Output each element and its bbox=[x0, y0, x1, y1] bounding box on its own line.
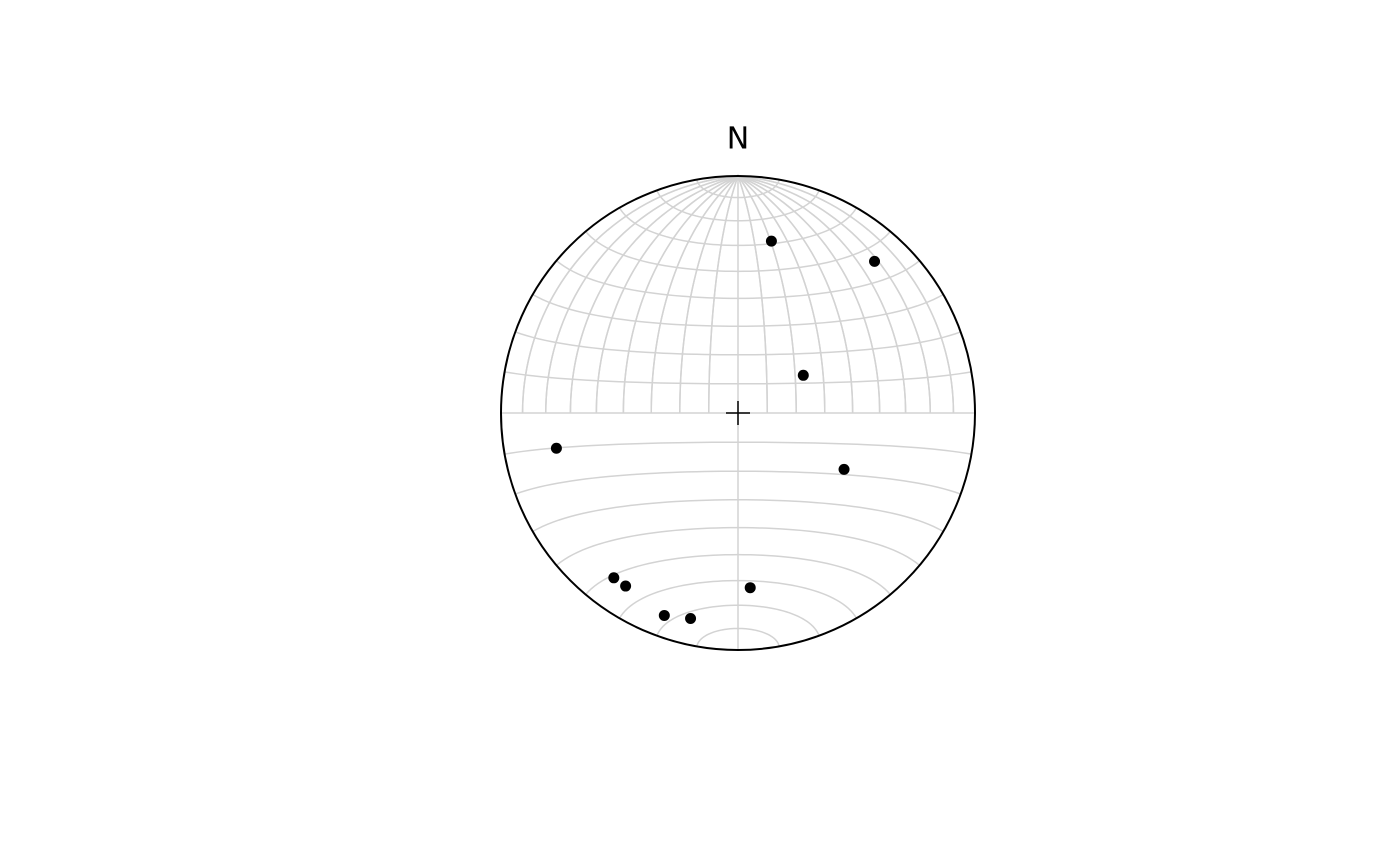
grid-line bbox=[532, 498, 944, 533]
pole-point bbox=[685, 613, 697, 625]
grid-line bbox=[515, 331, 961, 356]
pole-point bbox=[797, 369, 809, 381]
grid-line bbox=[504, 371, 972, 385]
grid-line bbox=[696, 627, 780, 647]
grid-line bbox=[618, 207, 858, 247]
grid-line bbox=[555, 260, 921, 300]
grid-line bbox=[555, 526, 921, 566]
primitive-circle bbox=[500, 175, 976, 651]
pole-point bbox=[608, 572, 620, 584]
pole-point bbox=[744, 582, 756, 594]
grid-line bbox=[532, 293, 944, 328]
pole-point bbox=[765, 235, 777, 247]
grid-line bbox=[515, 470, 961, 495]
pole-point bbox=[658, 609, 670, 621]
pole-point bbox=[869, 255, 881, 267]
grid-line bbox=[618, 579, 858, 619]
grid-line bbox=[585, 230, 891, 273]
grid-line bbox=[656, 604, 820, 637]
pole-point bbox=[550, 442, 562, 454]
grid-line bbox=[656, 189, 820, 222]
grid-line bbox=[504, 441, 972, 455]
pole-point bbox=[620, 580, 632, 592]
grid-line bbox=[696, 179, 780, 199]
grid-line bbox=[585, 553, 891, 596]
pole-point bbox=[838, 463, 850, 475]
north-label: N bbox=[727, 122, 749, 157]
